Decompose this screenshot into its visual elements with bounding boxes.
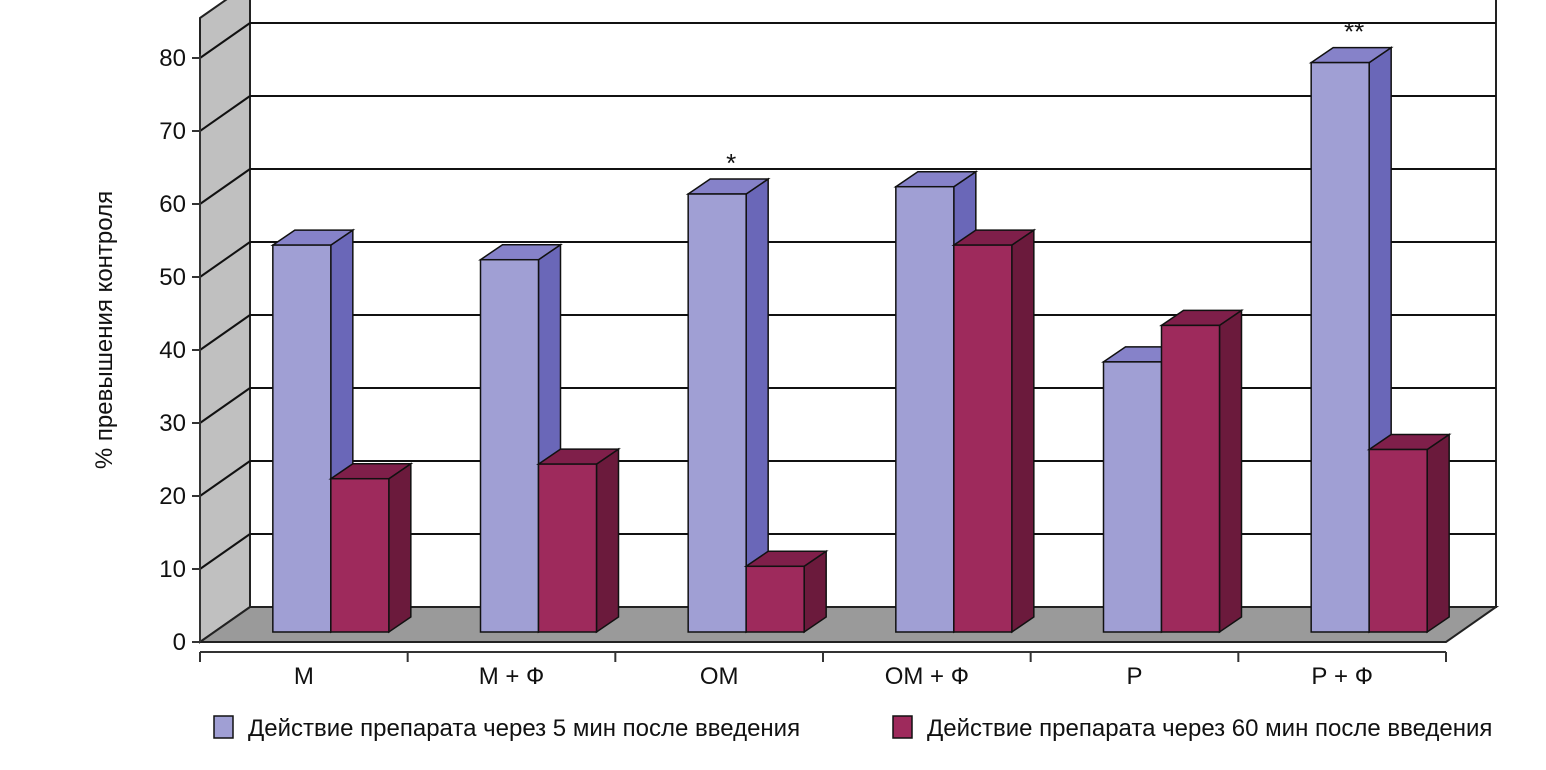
bar-1-5 (1366, 433, 1452, 634)
bar-1-1 (536, 447, 621, 634)
y-axis-label: % превышения контроля (91, 191, 118, 469)
legend-label: Действие препарата через 5 мин после вве… (248, 715, 800, 742)
back-wall (249, 0, 1497, 608)
y-tick-label: 70 (159, 118, 186, 145)
x-tick-label: ОМ (700, 663, 739, 690)
x-tick-label: ОМ + Ф (885, 663, 969, 690)
y-tick-label: 40 (159, 337, 186, 364)
bar-front (330, 477, 390, 633)
gridline-side (199, 241, 251, 278)
bar-1-0 (328, 462, 414, 634)
gridline-side (199, 533, 251, 570)
legend: Действие препарата через 5 мин после вве… (213, 715, 1492, 742)
legend-item-1: Действие препарата через 60 мин после вв… (892, 715, 1492, 742)
bar-front (895, 185, 955, 633)
significance-marker: * (726, 148, 736, 178)
bar-front (1310, 61, 1370, 633)
bar-front (953, 244, 1013, 633)
bar-1-4 (1159, 308, 1244, 634)
gridline-side (199, 22, 251, 59)
bar-1-3 (951, 228, 1037, 634)
bar-front (687, 193, 747, 633)
bar-side (1011, 228, 1035, 634)
x-tick-label: Р (1126, 663, 1142, 690)
bar-front (1368, 448, 1428, 633)
bar-front (479, 258, 540, 633)
bar-front (537, 463, 598, 633)
axes-group: М М + Ф ОМ ОМ + Ф Р Р + Ф 0 10 20 30 40 50 60 70 80 (159, 45, 1447, 690)
gridline-side (199, 387, 251, 424)
y-tick-label: 80 (159, 45, 186, 72)
y-tick-label: 60 (159, 191, 186, 218)
bar-1-2 (743, 549, 829, 634)
bar-side (595, 447, 620, 634)
bar-front (1102, 361, 1163, 633)
legend-swatch (892, 715, 913, 739)
gridlines (199, 22, 1496, 570)
chart-walls (199, 0, 1497, 644)
gridline-side (199, 460, 251, 497)
legend-item-0: Действие препарата через 5 мин после вве… (213, 715, 800, 742)
gridline-side (199, 314, 251, 351)
legend-swatch (213, 715, 234, 739)
gridline-side (199, 95, 251, 132)
y-tick-label: 0 (173, 629, 186, 656)
bar-side (1426, 433, 1450, 634)
y-tick-label: 20 (159, 483, 186, 510)
legend-label: Действие препарата через 60 мин после вв… (927, 715, 1492, 742)
bar-front (1160, 324, 1221, 633)
bar-side (388, 462, 412, 634)
bar-front (745, 565, 805, 633)
x-tick-label: М (294, 663, 314, 690)
y-tick-label: 10 (159, 556, 186, 583)
gridline-side (199, 168, 251, 205)
x-tick-label: Р + Ф (1311, 663, 1373, 690)
x-tick-label: М + Ф (479, 663, 545, 690)
significance-marker: ** (1344, 17, 1364, 47)
y-tick-label: 30 (159, 410, 186, 437)
bar-side (1218, 308, 1243, 634)
annotations-group: *** (726, 17, 1364, 178)
bar-0-2 (685, 177, 771, 634)
bars-group (270, 46, 1452, 634)
y-tick-label: 50 (159, 264, 186, 291)
bar-front (272, 244, 332, 633)
